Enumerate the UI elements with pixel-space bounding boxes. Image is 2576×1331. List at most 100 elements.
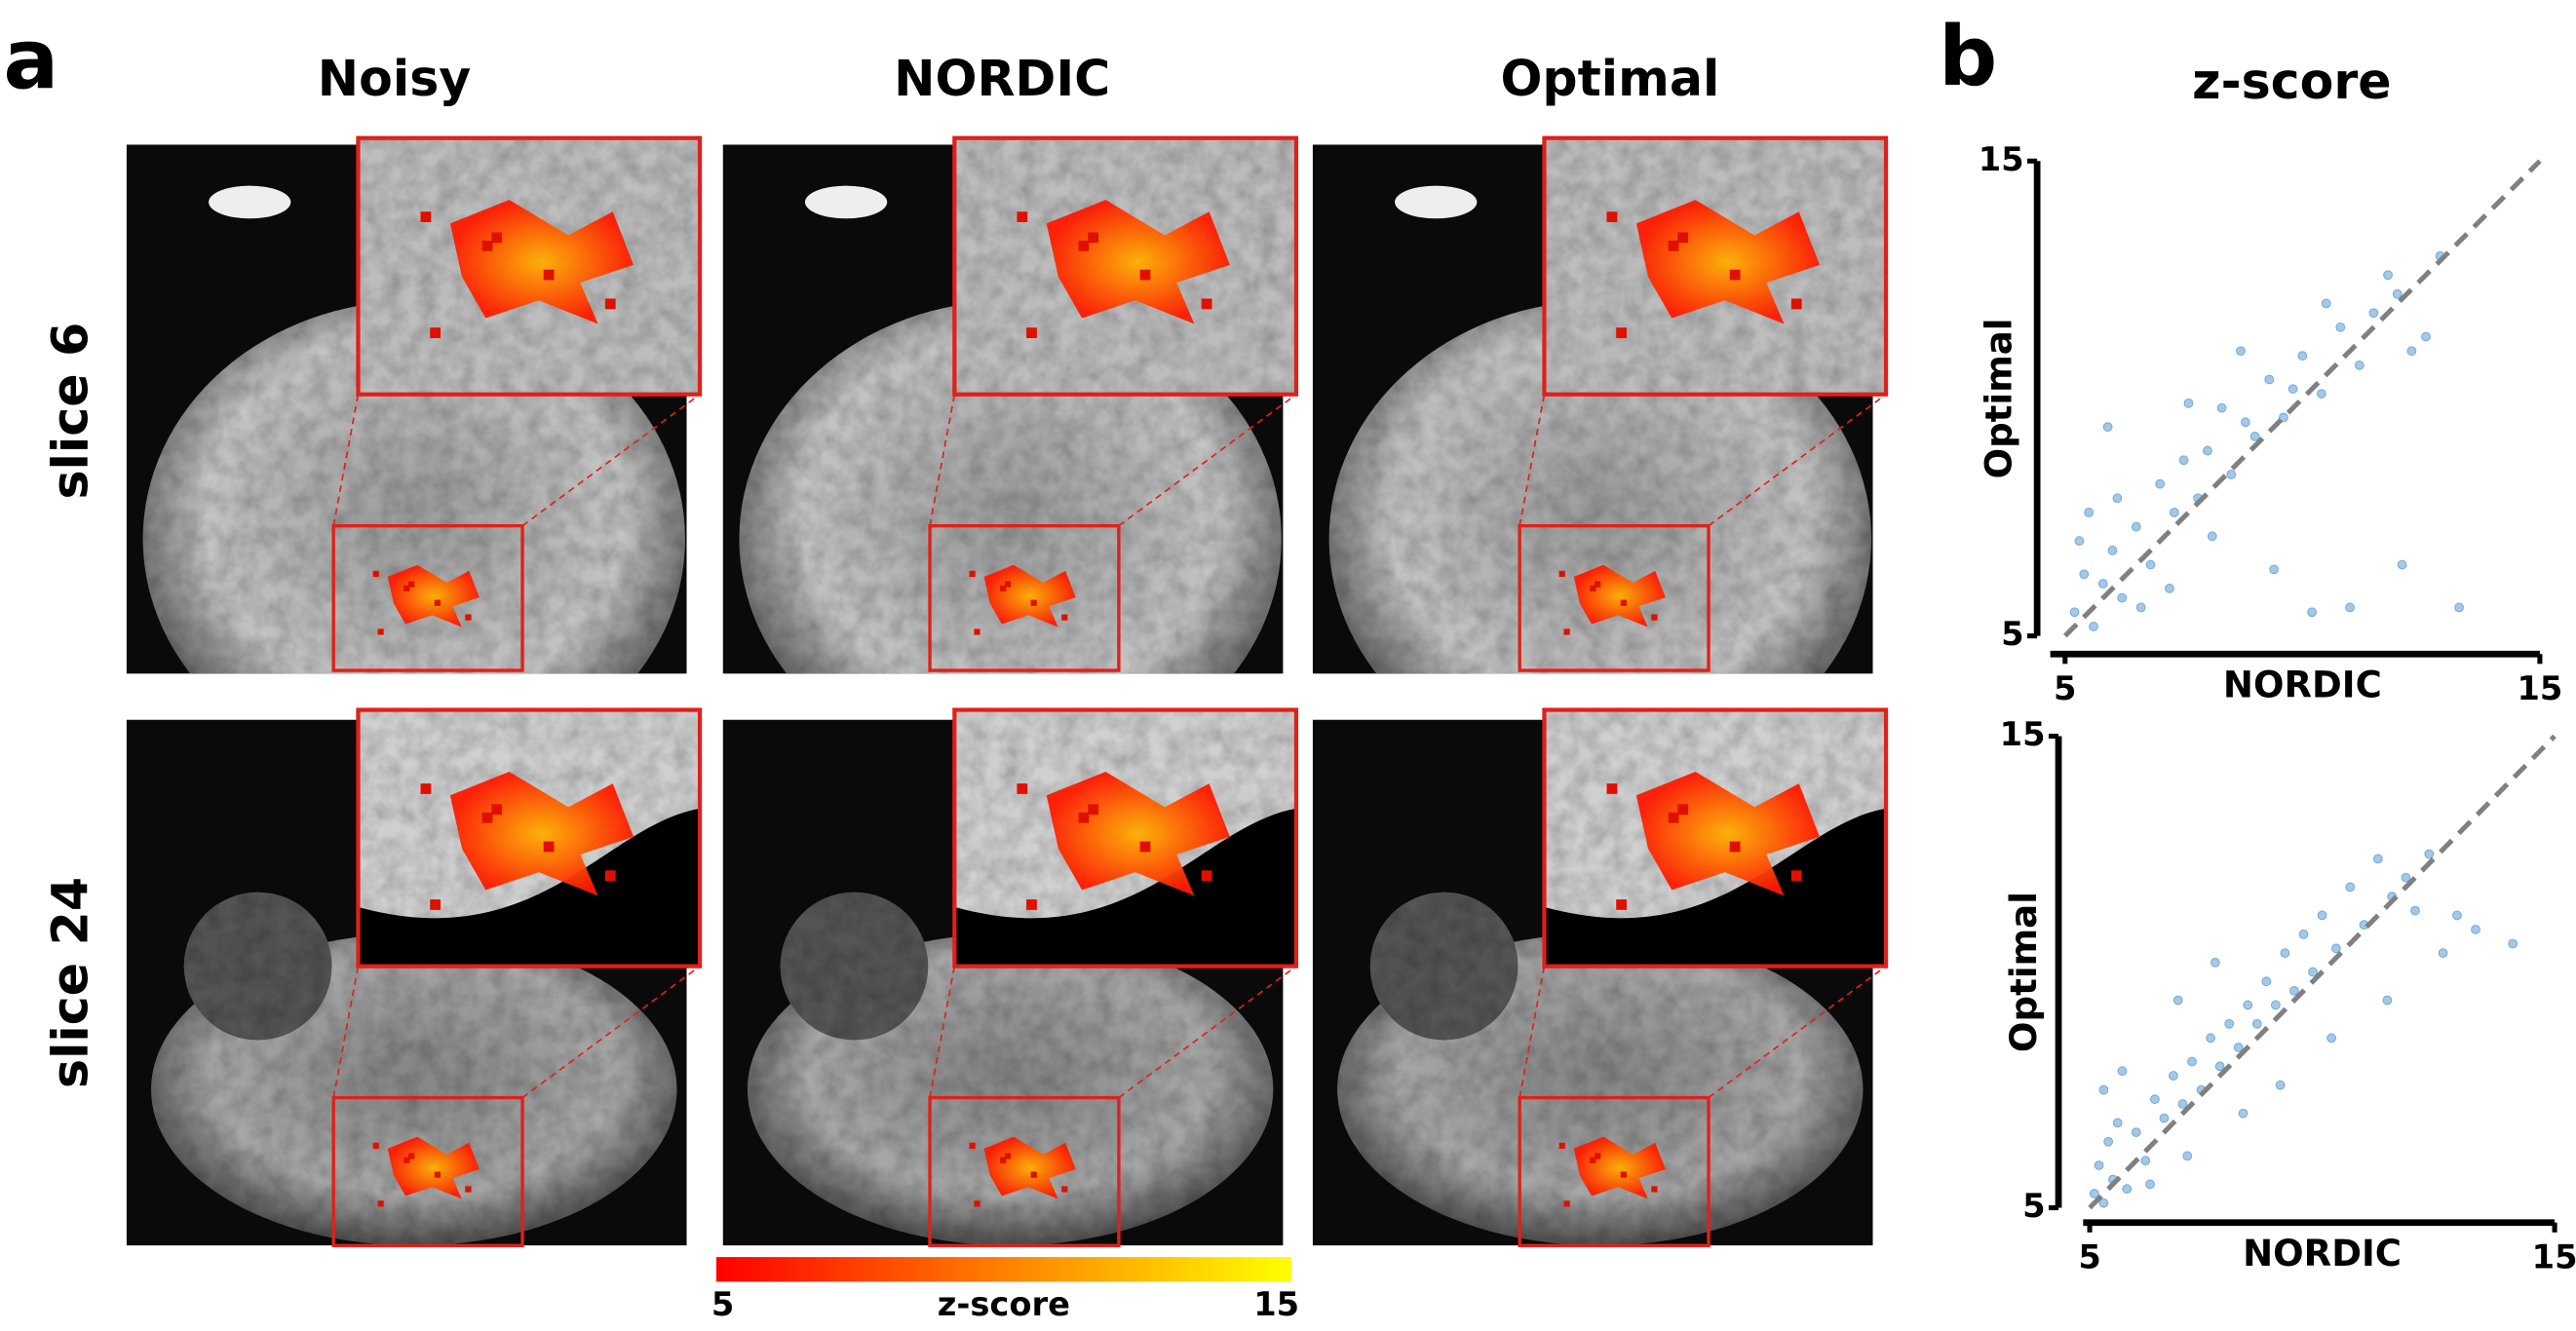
x-tick-label: 15	[2517, 669, 2562, 707]
colorbar	[715, 1257, 1291, 1282]
scatter-point	[2397, 559, 2407, 570]
scatter-point	[2251, 1018, 2262, 1029]
inset-frame	[356, 707, 703, 969]
activation-voxel	[408, 1153, 415, 1160]
inset-frame	[1542, 135, 1889, 397]
activation	[1635, 771, 1820, 896]
activation	[983, 564, 1076, 627]
activation-voxel	[604, 298, 616, 310]
colorbar-max: 15	[1253, 1285, 1299, 1323]
scatter-point	[2316, 389, 2326, 399]
scatter-point	[2269, 564, 2280, 575]
activation-voxel	[1139, 269, 1151, 281]
row-label: slice 6	[41, 323, 98, 500]
activation-voxel	[1088, 804, 1098, 816]
activation-voxel	[372, 570, 379, 578]
activation	[449, 200, 634, 324]
scatter-point	[2169, 508, 2179, 517]
scatter-point	[2169, 1071, 2178, 1081]
scatter-point	[2182, 1151, 2193, 1161]
activation-voxel	[969, 570, 976, 578]
scatter-point	[2112, 1118, 2123, 1128]
scatter-point	[2210, 957, 2220, 968]
activation-voxel	[1078, 812, 1090, 823]
activation	[1635, 200, 1820, 324]
x-axis-label: NORDIC	[2243, 1233, 2402, 1274]
scatter-point	[2249, 432, 2260, 441]
scatter-point	[2131, 1127, 2141, 1137]
scatter-point	[2236, 346, 2246, 357]
activation-voxel	[430, 327, 442, 338]
scatter-point	[2098, 1084, 2109, 1095]
brain-tissue	[183, 892, 332, 1041]
inset-frame	[1542, 707, 1889, 969]
x-axis-label: NORDIC	[2223, 664, 2382, 705]
scatter-point	[2165, 584, 2174, 593]
scatter-point	[2454, 602, 2464, 613]
y-tick-label: 15	[1979, 140, 2024, 178]
scatter-point	[2187, 1056, 2197, 1067]
activation-voxel	[1139, 841, 1151, 853]
activation-voxel	[1620, 599, 1627, 606]
scatter-point	[2203, 445, 2212, 456]
eye	[209, 185, 291, 219]
activation-voxel	[1061, 614, 1068, 621]
activation-voxel	[372, 1142, 379, 1149]
activation-voxel	[1088, 232, 1098, 244]
activation-voxel	[430, 899, 442, 910]
activation-voxel	[1004, 1153, 1012, 1160]
scatter-point	[2438, 948, 2448, 959]
scatter-point	[2117, 1066, 2128, 1077]
inset-frame	[952, 135, 1299, 397]
scatter-point	[2145, 559, 2156, 570]
activation-voxel	[1201, 298, 1212, 310]
scatter-point	[2280, 948, 2290, 959]
zoom-connector	[1708, 965, 1887, 1099]
x-tick-label: 5	[2054, 669, 2076, 707]
activation-voxel	[491, 232, 503, 244]
scatter-point	[2112, 493, 2123, 504]
row-label: slice 24	[41, 877, 98, 1088]
y-tick-label: 5	[2001, 615, 2023, 653]
scatter-point	[2135, 602, 2146, 613]
scatter-point	[2131, 521, 2141, 532]
scatter-point	[2383, 270, 2393, 281]
activation-voxel	[1620, 1171, 1627, 1178]
scatter-point	[2224, 1018, 2235, 1029]
activation	[1573, 1136, 1666, 1199]
activation-voxel	[1558, 1142, 1565, 1149]
scatter-point	[2238, 1108, 2249, 1119]
identity-line	[2088, 734, 2557, 1210]
scatter-point	[2089, 1189, 2099, 1198]
zoom-box	[331, 1095, 524, 1247]
activation-voxel	[1078, 240, 1090, 251]
x-tick-label: 5	[2078, 1237, 2100, 1275]
activation-voxel	[1677, 232, 1689, 244]
zoom-connector	[521, 394, 701, 527]
activation	[449, 771, 634, 896]
scatter-point	[2140, 1156, 2151, 1166]
brain-image	[1312, 707, 1889, 1247]
activation-voxel	[1590, 1157, 1596, 1163]
activation-voxel	[1616, 327, 1628, 338]
activation-voxel	[404, 585, 410, 591]
activation-voxel	[465, 614, 472, 621]
column-title: Optimal	[1500, 50, 1719, 107]
activation-voxel	[481, 240, 493, 251]
y-axis-label: Optimal	[2003, 892, 2045, 1052]
scatter-point	[2207, 531, 2217, 542]
scatter-point	[2103, 1136, 2114, 1147]
activation-voxel	[969, 1142, 976, 1149]
scatter-point	[2345, 602, 2355, 613]
scatter-point	[2089, 622, 2098, 631]
brain-tissue	[780, 892, 929, 1041]
y-axis-label: Optimal	[1979, 318, 2020, 478]
scatter-point	[2317, 910, 2327, 921]
scatter-point	[2084, 508, 2095, 517]
activation-voxel	[1590, 585, 1596, 591]
scatter-point	[2216, 402, 2227, 413]
activation-voxel	[481, 812, 493, 823]
activation-voxel	[1004, 581, 1012, 588]
scatter-point	[2074, 536, 2085, 547]
